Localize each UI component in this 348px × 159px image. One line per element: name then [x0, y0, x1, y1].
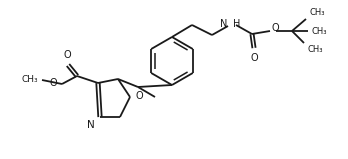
- Text: O: O: [250, 53, 258, 63]
- Text: O: O: [272, 23, 280, 33]
- Text: CH₃: CH₃: [309, 8, 324, 17]
- Text: H: H: [233, 19, 240, 29]
- Text: CH₃: CH₃: [21, 76, 38, 84]
- Text: O: O: [49, 78, 57, 88]
- Text: N: N: [87, 120, 95, 130]
- Text: O: O: [63, 50, 71, 60]
- Text: CH₃: CH₃: [307, 45, 323, 54]
- Text: N: N: [220, 19, 227, 29]
- Text: CH₃: CH₃: [311, 27, 326, 35]
- Text: O: O: [135, 91, 143, 101]
